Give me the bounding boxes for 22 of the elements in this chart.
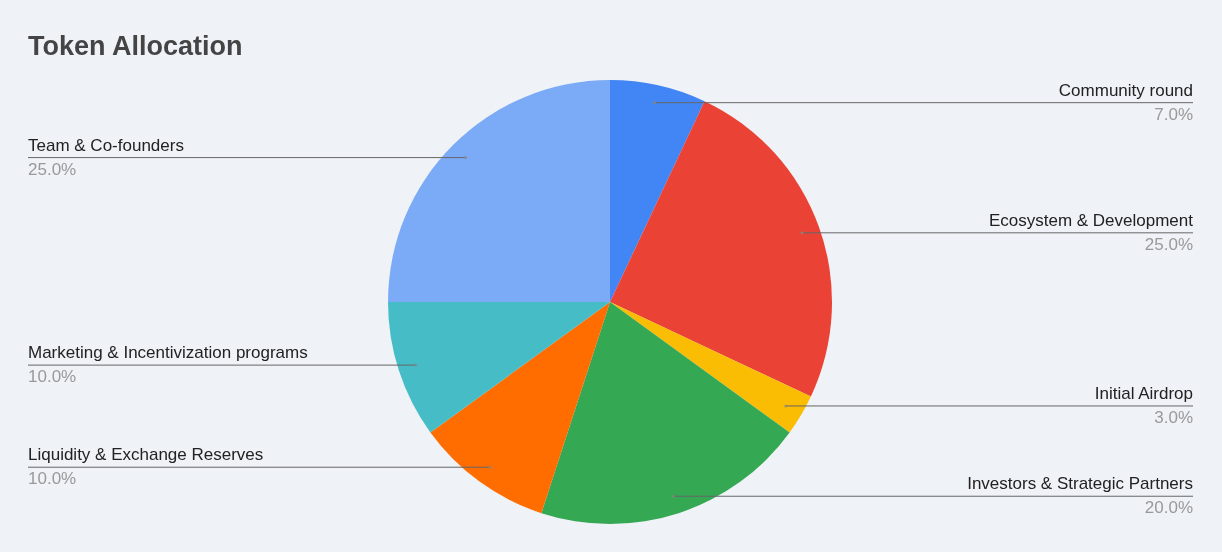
slice-label: Community round <box>1058 80 1193 100</box>
slice-label: Initial Airdrop <box>1094 383 1193 403</box>
pie-slice <box>541 302 790 524</box>
data-label: 10.0% <box>28 469 77 489</box>
data-label: 7.0% <box>1154 104 1193 124</box>
data-label: 10.0% <box>28 367 77 387</box>
pie-slice <box>610 302 811 433</box>
slice-label: Ecosystem & Development <box>988 210 1194 230</box>
data-label: 3.0% <box>1154 407 1193 427</box>
data-label: 25.0% <box>1144 234 1193 254</box>
slice-label: Investors & Strategic Partners <box>967 474 1193 494</box>
slice-label: Marketing & Incentivization programs <box>28 343 308 363</box>
data-label: 20.0% <box>1144 498 1193 518</box>
chart-title: Token Allocation <box>28 31 243 61</box>
data-label: 25.0% <box>28 159 77 179</box>
pie-slice <box>610 80 705 302</box>
pie-slice <box>388 80 610 302</box>
slice-label: Team & Co-founders <box>28 135 184 155</box>
slice-label: Liquidity & Exchange Reserves <box>28 445 264 465</box>
pie-slice <box>430 302 610 514</box>
pie-slice <box>388 302 610 433</box>
pie-slice <box>610 101 832 397</box>
